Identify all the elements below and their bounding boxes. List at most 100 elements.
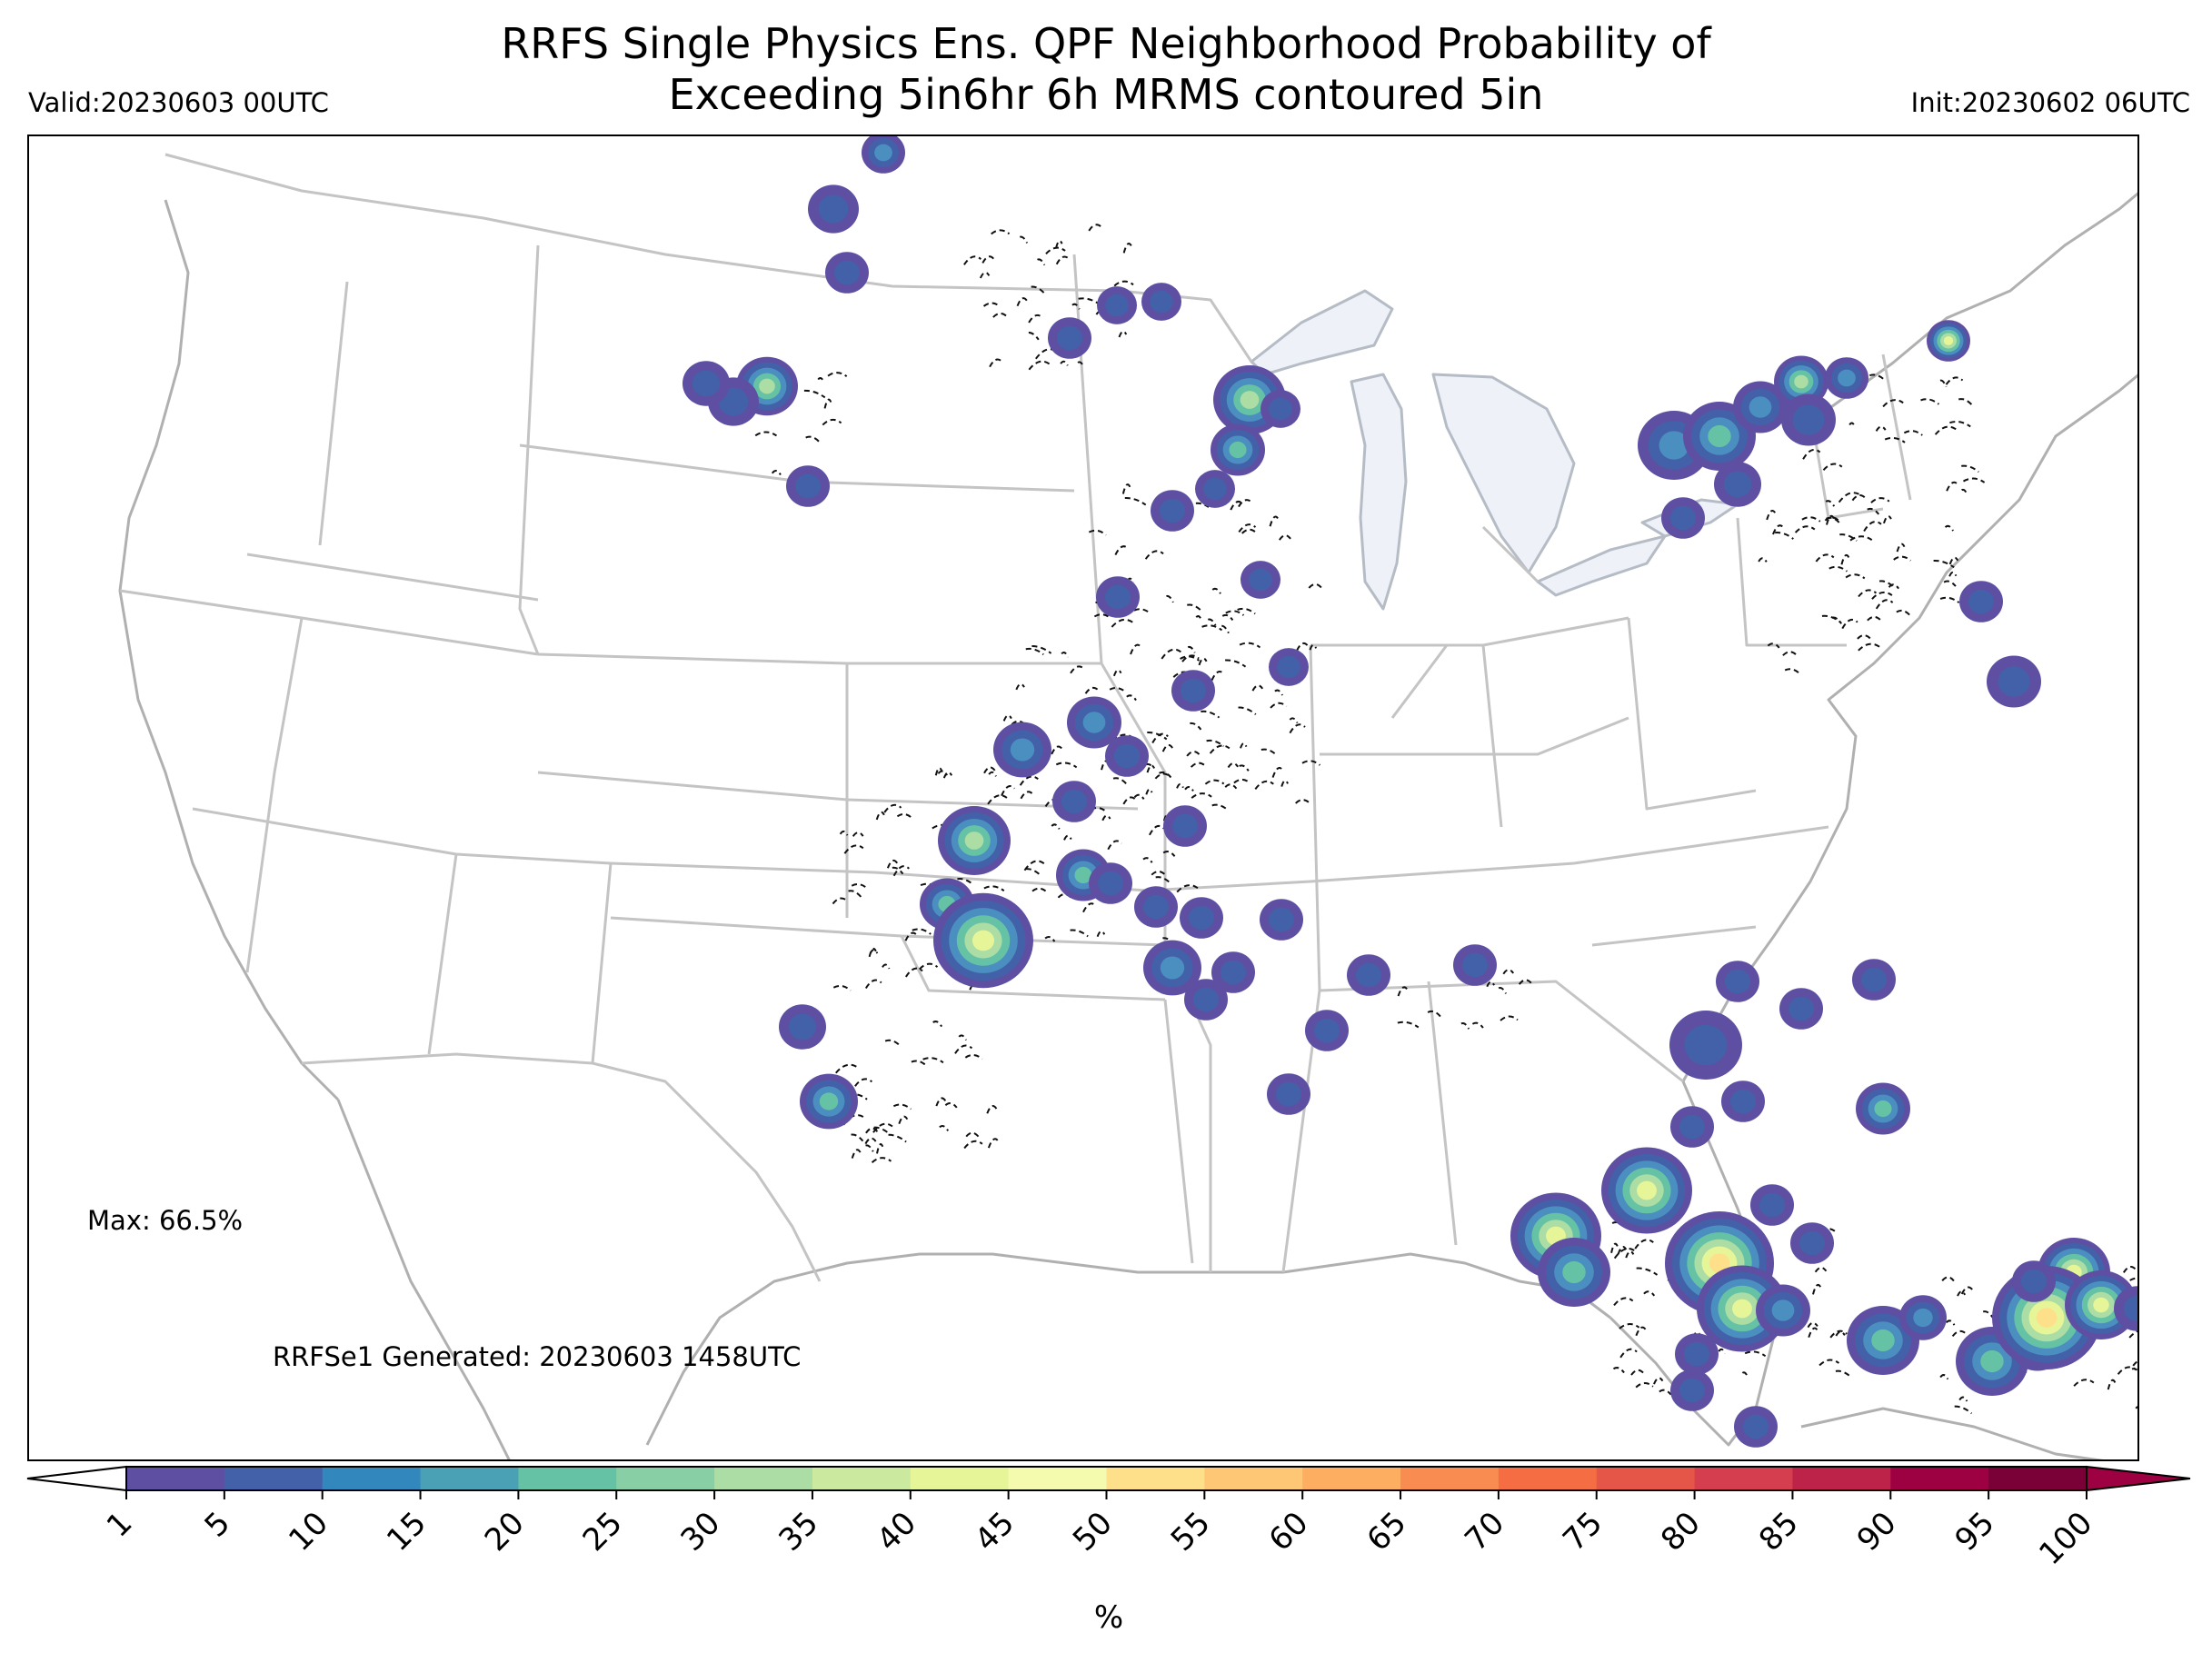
mrms-contour-segment <box>1082 902 1097 913</box>
colorbar-segment <box>1890 1467 1989 1490</box>
mrms-contour-segment <box>754 431 778 437</box>
mrms-contour-segment <box>1794 525 1816 533</box>
probability-blob <box>1096 576 1140 618</box>
probability-blob <box>1750 1184 1794 1226</box>
probability-blob-level <box>1730 1089 1756 1114</box>
probability-blob-level <box>692 370 721 397</box>
mrms-contour-segment <box>1867 615 1882 622</box>
mrms-contour-segment <box>1015 682 1025 691</box>
mrms-contour-segment <box>1471 1021 1484 1029</box>
mrms-contour-segment <box>1427 1010 1441 1018</box>
mrms-contour-segment <box>1896 609 1911 616</box>
mrms-contour-segment <box>1870 497 1890 503</box>
mrms-contour-segment <box>1878 580 1896 589</box>
colorbar-segment <box>1988 1467 2087 1490</box>
mrms-contour-segment <box>1941 1276 1955 1282</box>
mrms-contour-segment <box>827 372 848 378</box>
probability-blob-level <box>2093 1297 2109 1313</box>
mrms-contour-segment <box>1500 1015 1519 1021</box>
probability-blob <box>1134 886 1178 928</box>
mrms-contour-segment <box>1610 1242 1619 1253</box>
mrms-contour-segment <box>1784 668 1801 675</box>
mrms-contour-segment <box>823 398 832 409</box>
mrms-contour-segment <box>1808 1327 1818 1339</box>
probability-blob <box>1538 1238 1610 1307</box>
probability-blob <box>938 806 1011 875</box>
probability-blob <box>1670 1106 1714 1148</box>
mrms-contour-segment <box>989 358 1003 368</box>
mrms-contour-segment <box>1016 297 1028 307</box>
title-line-1: RRFS Single Physics Ens. QPF Neighborhoo… <box>501 19 1711 68</box>
mrms-contour-segment <box>1238 523 1257 533</box>
mrms-contour-segment <box>1397 1021 1420 1029</box>
colorbar-tick-label: 45 <box>968 1505 1021 1558</box>
mrms-contour-segment <box>803 389 826 399</box>
mrms-contour-segment <box>932 1021 943 1028</box>
probability-blob <box>1697 1265 1788 1352</box>
probability-blob <box>1184 979 1228 1021</box>
mrms-contour-segment <box>1254 780 1274 790</box>
mrms-contour-segment <box>871 1157 892 1163</box>
probability-blob <box>1899 1295 1947 1340</box>
mrms-contour-segment <box>1060 360 1069 366</box>
mrms-contour-segment <box>1301 760 1321 766</box>
probability-blob <box>1825 357 1868 399</box>
probability-blob-level <box>1356 962 1381 988</box>
probability-blob <box>683 361 730 406</box>
mrms-contour-segment <box>1289 723 1306 734</box>
mrms-contour-segment <box>1767 642 1780 649</box>
colorbar-segment <box>1204 1467 1303 1490</box>
mrms-contour-segment <box>957 878 975 886</box>
colorbar-segment <box>1106 1467 1205 1490</box>
probability-blob-level <box>1181 678 1206 703</box>
colorbar-tick-label: 35 <box>772 1505 825 1558</box>
mrms-contour-segment <box>986 1105 998 1114</box>
probability-blob-level <box>1861 967 1887 992</box>
probability-blob-level <box>1172 813 1198 839</box>
mrms-contour-segment <box>898 1115 909 1125</box>
probability-blob <box>1852 959 1896 1001</box>
mrms-contour-segment <box>1829 1329 1848 1339</box>
probability-blob-level <box>1725 969 1750 994</box>
colorbar-segment <box>420 1467 519 1490</box>
probability-blob-level <box>1943 336 1954 345</box>
probability-blob-level <box>1913 1308 1933 1328</box>
probability-blob-level <box>759 378 775 394</box>
probability-blob-level <box>1143 894 1169 920</box>
mrms-contour-segment <box>1289 717 1299 724</box>
max-probability-label: Max: 66.5% <box>87 1205 244 1236</box>
mrms-contour-segment <box>886 859 899 869</box>
probability-blob-level <box>795 473 821 499</box>
mrms-contour-segment <box>1498 987 1507 994</box>
mrms-contour-segment <box>1088 224 1103 232</box>
mrms-contour-segment <box>954 1044 973 1054</box>
mrms-contour-segment <box>1948 571 1958 577</box>
mrms-contour-segment <box>1958 398 1973 406</box>
mrms-contour-segment <box>875 811 885 821</box>
colorbar-tick-label: 5 <box>198 1505 238 1545</box>
colorbar-tick-label: 80 <box>1654 1505 1708 1558</box>
probability-blob <box>1267 1073 1310 1115</box>
mrms-contour-segment <box>1934 425 1958 435</box>
mrms-contour-segment <box>1078 297 1101 305</box>
mrms-contour-segment <box>1308 583 1322 589</box>
probability-blob <box>1987 655 2041 708</box>
mrms-contour-segment <box>1109 687 1128 693</box>
mrms-contour-segment <box>1825 500 1836 507</box>
probability-blob-level <box>1759 1192 1785 1218</box>
probability-blob <box>1675 1333 1719 1375</box>
probability-blob-level <box>2021 1269 2047 1294</box>
probability-blob <box>1269 648 1309 686</box>
mrms-contour-segment <box>1949 421 1971 428</box>
mrms-contour-segment <box>1112 777 1128 785</box>
mrms-contour-segment <box>1031 645 1052 654</box>
mrms-contour-segment <box>944 1102 958 1109</box>
probability-blob <box>1143 940 1201 996</box>
mrms-contour-segment <box>934 767 943 776</box>
mrms-contour-segment <box>864 1137 877 1145</box>
mrms-contour-segment <box>884 1039 901 1047</box>
mrms-contour-segment <box>1882 399 1904 408</box>
probability-blob-level <box>2036 1308 2058 1328</box>
colorbar-tick-label: 65 <box>1360 1505 1414 1558</box>
lake-huron <box>1431 373 1576 574</box>
